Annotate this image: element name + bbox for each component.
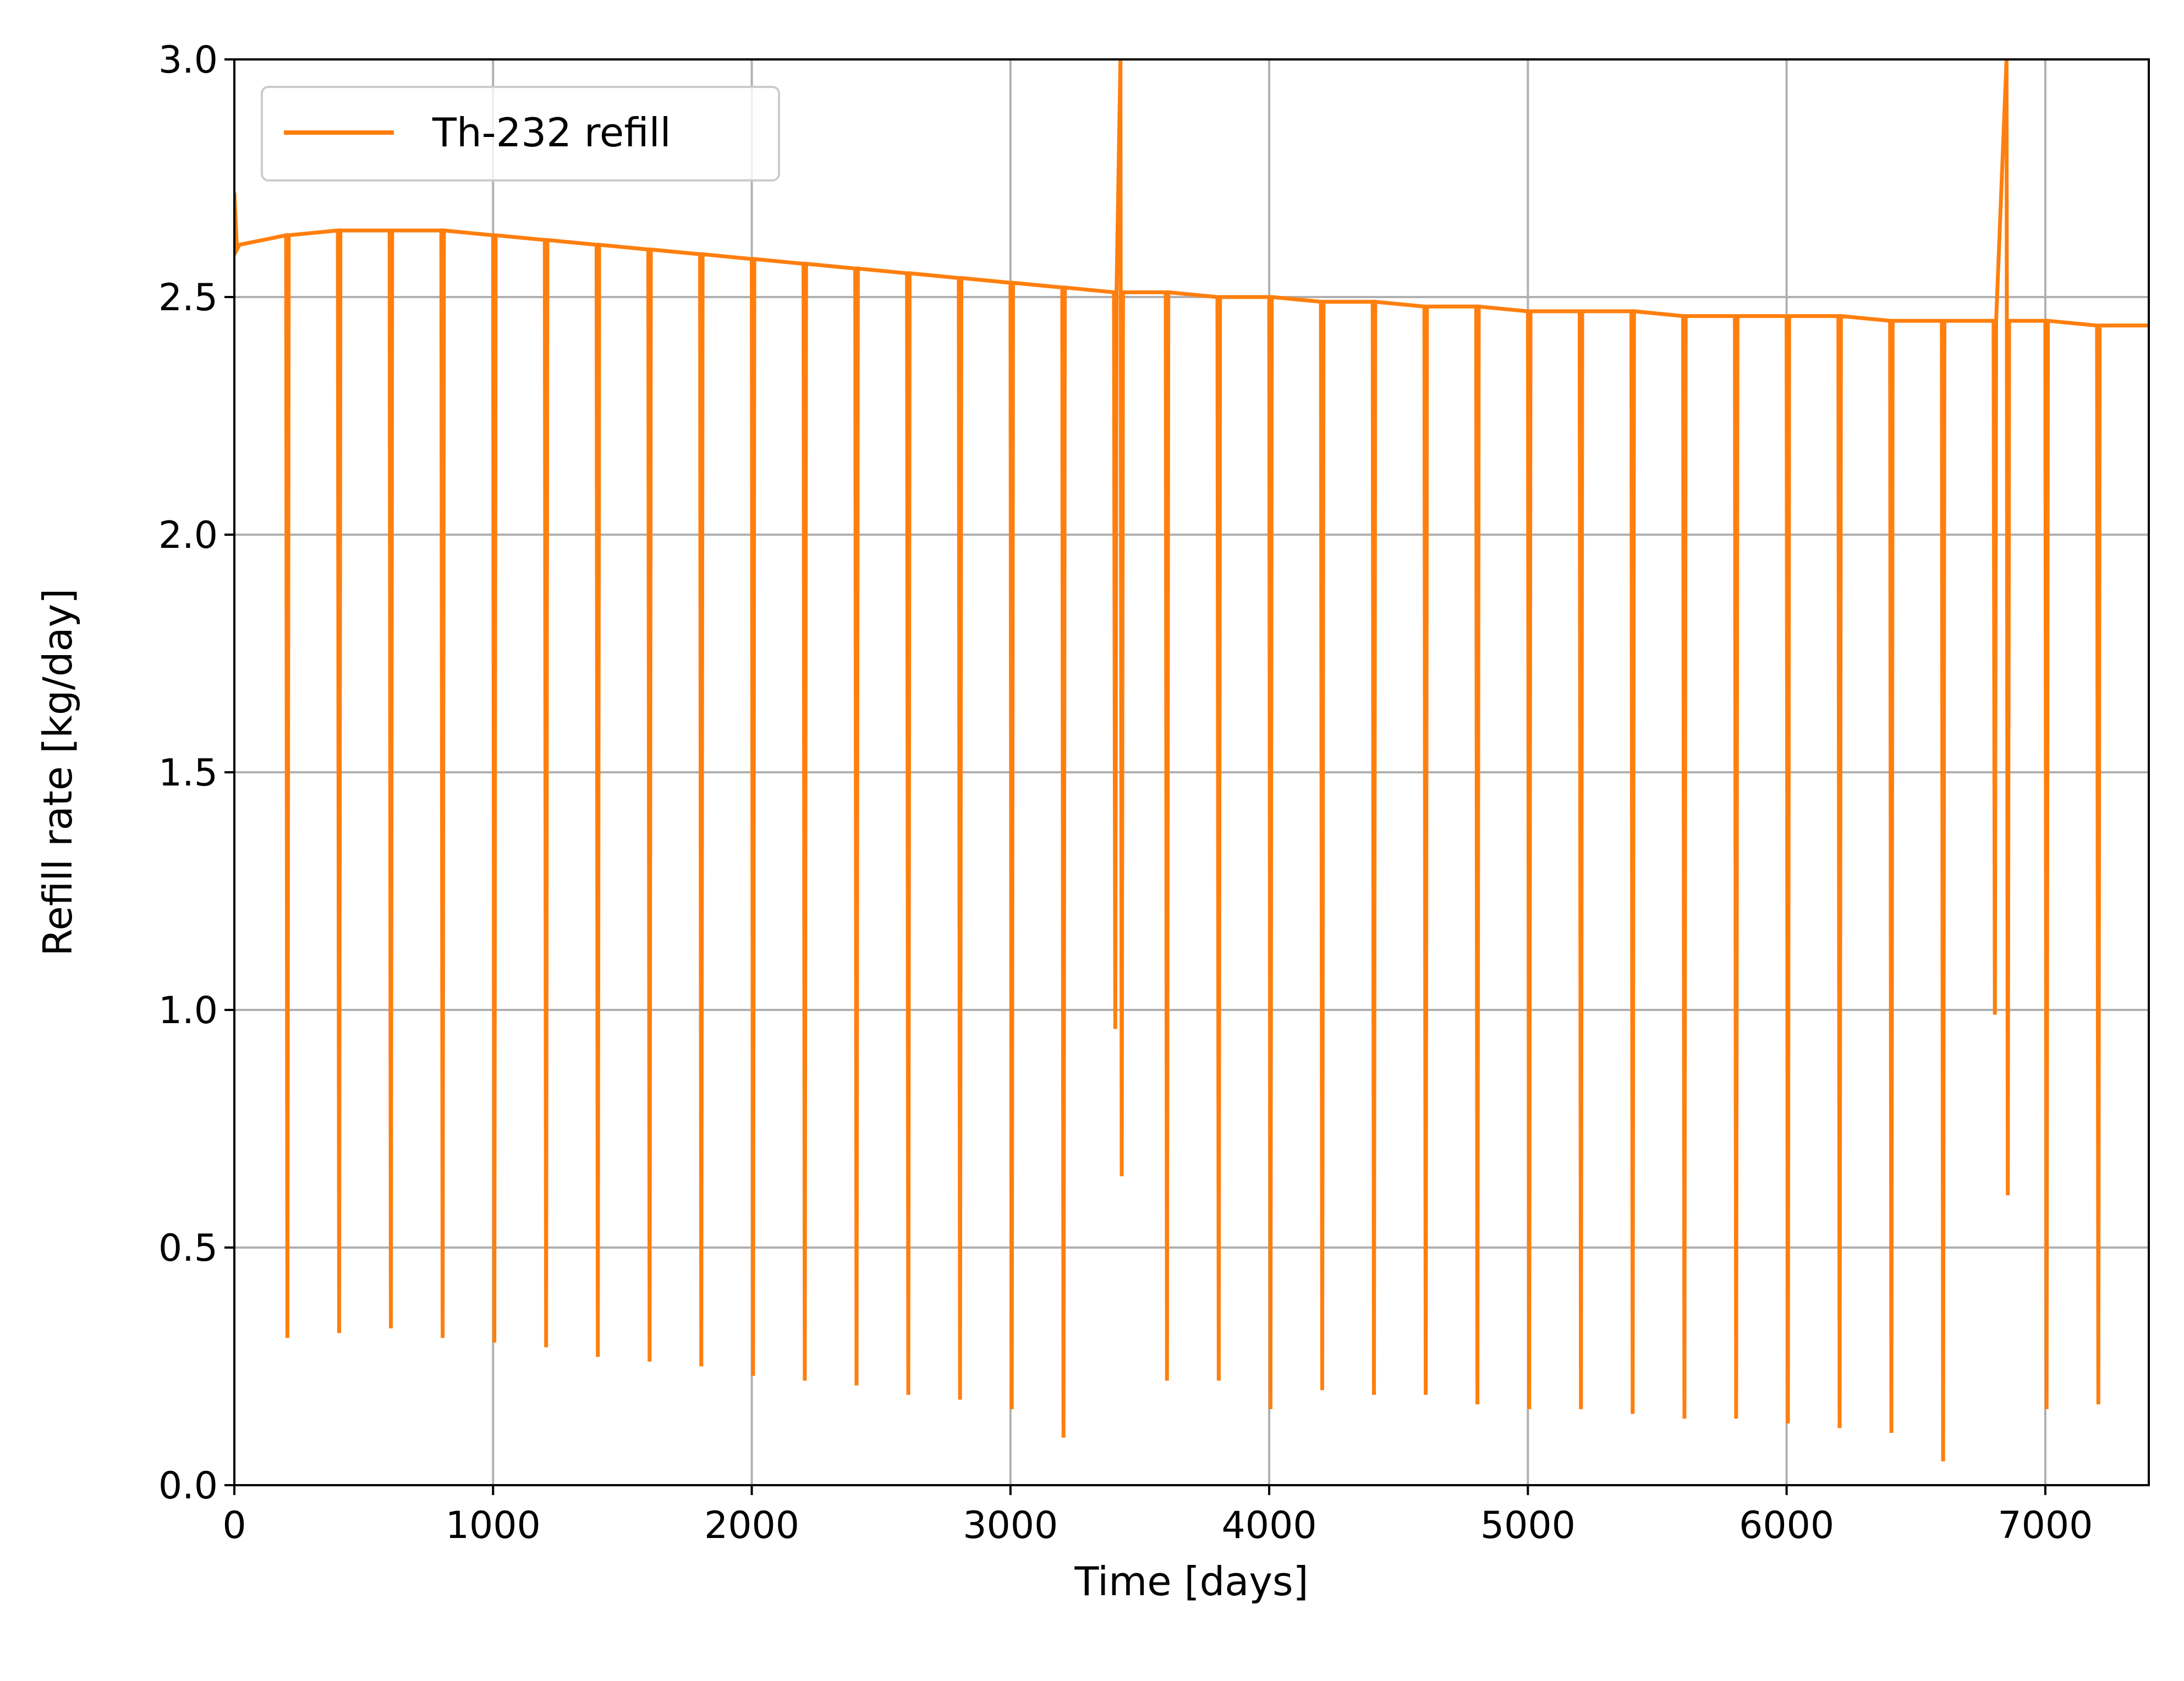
x-tick-label: 6000	[1739, 1504, 1834, 1547]
x-tick-label: 5000	[1480, 1504, 1576, 1547]
x-tick-label: 7000	[1998, 1504, 2093, 1547]
legend-box	[261, 86, 780, 182]
y-axis-label: Refill rate [kg/day]	[35, 589, 81, 957]
series-layer	[234, 59, 2149, 1462]
x-axis-label: Time [days]	[1074, 1558, 1308, 1605]
x-tick-label: 2000	[704, 1504, 799, 1547]
legend: Th-232 refill	[261, 86, 780, 182]
y-tick-label: 3.0	[158, 39, 218, 82]
x-tick-label: 1000	[446, 1504, 541, 1547]
y-tick-label: 0.5	[158, 1227, 218, 1270]
y-tick-label: 1.0	[158, 989, 218, 1032]
y-tick-label: 1.5	[158, 751, 218, 795]
y-tick-label: 2.0	[158, 514, 218, 557]
x-tick-label: 3000	[963, 1504, 1058, 1547]
x-tick-label: 4000	[1222, 1504, 1317, 1547]
y-tick-label: 0.0	[158, 1464, 218, 1508]
ticks: 0 1000 2000 3000 4000 5000 6000 7000 0.0 0.5 1.0 1.…	[158, 39, 2093, 1547]
y-tick-label: 2.5	[158, 276, 218, 320]
x-tick-label: 0	[222, 1504, 246, 1547]
legend-entry-th-232-refill: Th-232 refill	[432, 109, 671, 156]
series-line-th-232-refill	[234, 59, 2149, 1462]
